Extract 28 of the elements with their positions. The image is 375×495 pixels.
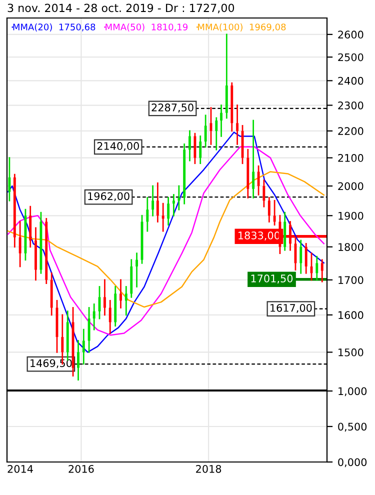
x-tick-label: 2016 <box>68 464 94 473</box>
y-tick-label: 1700 <box>338 276 364 284</box>
x-tick-label: 2014 <box>8 464 33 473</box>
x-tick-label: 2018 <box>196 464 222 473</box>
y-tick-label: 1800 <box>338 243 364 251</box>
y-tick-label: 1900 <box>338 212 364 220</box>
chart-title: 3 nov. 2014 - 28 oct. 2019 - Dr : 1727,00 <box>8 4 234 14</box>
y-tick-label: 2600 <box>338 30 364 39</box>
legend-label: MMA(20) 1750,68 <box>13 23 96 32</box>
y-tick-label: 2500 <box>338 53 364 62</box>
y-tick-label: 2100 <box>338 154 364 162</box>
legend-label: MMA(50) 1810,19 <box>106 23 188 32</box>
y-tick-label: 0,500 <box>338 422 367 432</box>
ref-line-label: 1617,00 <box>270 304 312 313</box>
ref-line-label: 2287,50 <box>152 104 194 112</box>
ref-line-label: 1962,00 <box>88 192 130 202</box>
y-tick-label: 2200 <box>338 127 364 136</box>
ref-line-label: 1469,50 <box>30 359 72 368</box>
y-tick-label: 1500 <box>338 348 364 356</box>
legend-label: MMA(100) 1969,08 <box>198 23 286 32</box>
y-tick-label: 1,000 <box>338 387 367 396</box>
y-tick-label: 2400 <box>338 76 364 85</box>
y-tick-label: 2000 <box>338 182 364 190</box>
ref-line-label: 1833,00 <box>238 232 280 240</box>
y-tick-label: 1600 <box>338 311 364 320</box>
y-tick-label: 2300 <box>338 101 364 110</box>
y-tick-label: 0,000 <box>338 458 367 468</box>
ref-line-label: 2140,00 <box>97 142 139 151</box>
